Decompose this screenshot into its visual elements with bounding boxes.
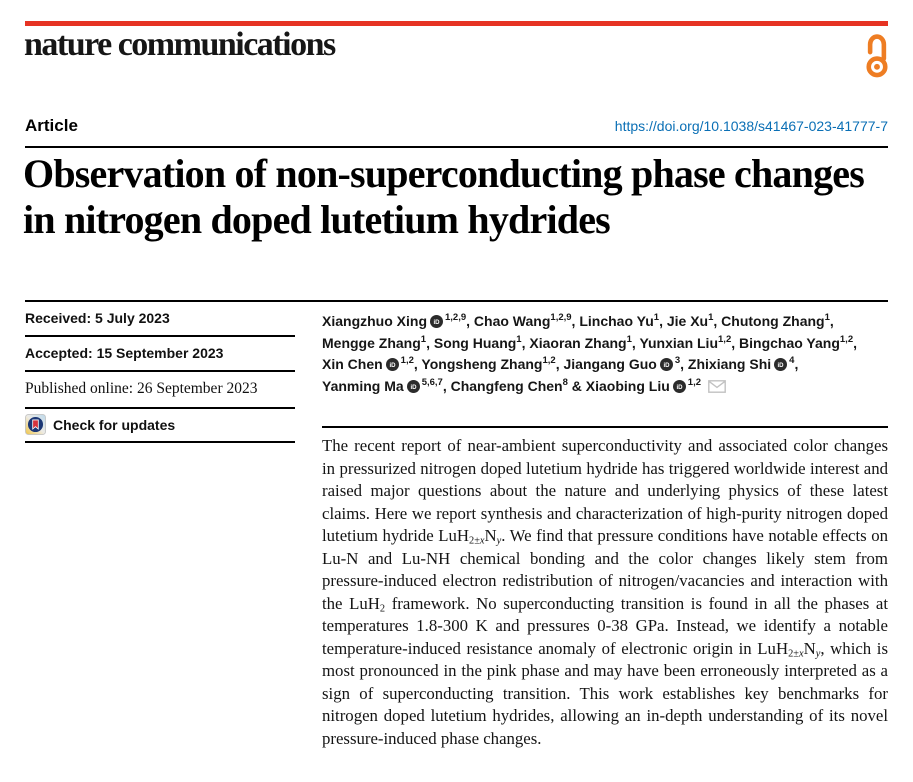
author-name: Xin Chen iD 1,2: [322, 355, 414, 372]
affiliation-superscript: 1: [420, 333, 427, 345]
author-name: Yanming Ma iD 5,6,7: [322, 376, 443, 394]
check-for-updates-label: Check for updates: [53, 416, 176, 433]
affiliation-superscript: 1: [824, 312, 830, 323]
title-rule: [25, 146, 888, 148]
affiliation-superscript: 1,2: [687, 376, 702, 388]
author-name: Yongsheng Zhang1,2: [421, 355, 556, 372]
affiliation-superscript: 1,2: [400, 355, 414, 366]
received-date: Received: 5 July 2023: [25, 302, 295, 337]
orcid-icon[interactable]: iD: [406, 379, 420, 393]
affiliation-superscript: 1,2,9: [550, 312, 572, 323]
affiliation-superscript: 3: [674, 355, 681, 366]
affiliation-superscript: 1: [626, 333, 632, 345]
affiliation-superscript: 1,2: [839, 333, 854, 345]
svg-text:iD: iD: [778, 362, 785, 369]
author-name: Mengge Zhang1: [322, 333, 427, 351]
author-name: Xiangzhuo Xing iD 1,2,9: [322, 312, 467, 329]
check-for-updates-button[interactable]: Check for updates: [25, 409, 295, 443]
author-name: Yunxian Liu1,2: [639, 333, 732, 351]
author-name: Bingchao Yang1,2: [739, 333, 854, 351]
affiliation-superscript: 1,2,9: [445, 312, 467, 323]
content-columns: Received: 5 July 2023 Accepted: 15 Septe…: [25, 300, 888, 750]
abstract-rule: [322, 426, 888, 428]
orcid-icon[interactable]: iD: [385, 358, 399, 371]
author-name: Chao Wang1,2,9: [473, 312, 572, 329]
svg-text:iD: iD: [663, 362, 670, 369]
svg-text:iD: iD: [389, 362, 396, 369]
accepted-date: Accepted: 15 September 2023: [25, 337, 295, 372]
orcid-icon[interactable]: iD: [774, 358, 788, 371]
published-date: Published online: 26 September 2023: [25, 372, 295, 409]
author-name: Jiangang Guo iD 3: [563, 355, 681, 372]
svg-text:iD: iD: [676, 383, 683, 390]
author-name: Song Huang1: [433, 333, 522, 351]
orcid-icon[interactable]: iD: [672, 379, 686, 393]
svg-text:iD: iD: [433, 319, 440, 326]
author-name: Chutong Zhang1: [721, 312, 830, 329]
author-name: Jie Xu1: [666, 312, 714, 329]
orcid-icon[interactable]: iD: [659, 358, 673, 371]
affiliation-superscript: 1: [653, 312, 660, 323]
crossmark-icon: [25, 414, 46, 435]
doi-link[interactable]: https://doi.org/10.1038/s41467-023-41777…: [614, 118, 888, 134]
author-name: Zhixiang Shi iD 4: [687, 355, 795, 372]
abstract-paragraph: The recent report of near-ambient superc…: [322, 436, 888, 748]
masthead-rule: [25, 21, 888, 26]
article-kicker: Article: [25, 116, 78, 135]
email-icon[interactable]: [708, 379, 726, 393]
article-info-panel: Received: 5 July 2023 Accepted: 15 Septe…: [25, 302, 295, 750]
affiliation-superscript: 8: [562, 376, 568, 388]
author-name: Linchao Yu1: [579, 312, 660, 329]
open-access-icon: [866, 30, 888, 78]
page-title: Observation of non-superconducting phase…: [23, 151, 865, 242]
author-name: Changfeng Chen8: [450, 376, 568, 394]
affiliation-superscript: 1: [708, 312, 714, 323]
author-name: Xiaoran Zhang1: [529, 333, 632, 351]
affiliation-superscript: 4: [789, 355, 795, 366]
author-list: Xiangzhuo Xing iD 1,2,9, Chao Wang1,2,9, L…: [322, 312, 857, 394]
affiliation-superscript: 1: [516, 333, 522, 345]
article-bar: Article https://doi.org/10.1038/s41467-0…: [25, 116, 888, 136]
orcid-icon[interactable]: iD: [430, 315, 443, 328]
affiliation-superscript: 1,2: [542, 355, 556, 366]
affiliation-superscript: 5,6,7: [421, 376, 443, 388]
author-name: Xiaobing Liu iD 1,2: [586, 376, 726, 394]
article-main-column: Xiangzhuo Xing iD 1,2,9, Chao Wang1,2,9, L…: [322, 302, 888, 750]
journal-wordmark: nature communications: [24, 26, 336, 63]
svg-text:iD: iD: [410, 383, 417, 390]
affiliation-superscript: 1,2: [718, 333, 732, 345]
